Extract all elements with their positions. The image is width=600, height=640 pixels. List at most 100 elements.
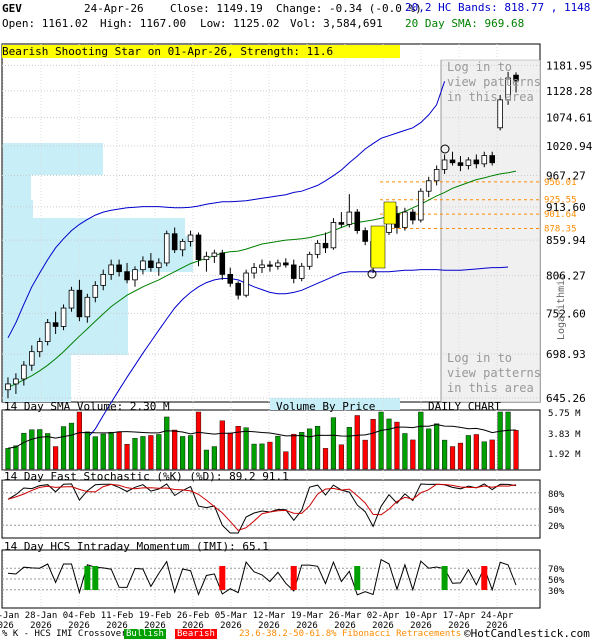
volume-bar bbox=[465, 435, 471, 470]
candle-body bbox=[410, 211, 416, 221]
candle bbox=[290, 259, 297, 284]
candle bbox=[275, 259, 281, 270]
crossover-marker bbox=[354, 566, 361, 590]
volume-by-price-label: Volume By Price bbox=[276, 400, 376, 413]
pattern-area bbox=[440, 59, 541, 403]
candle bbox=[298, 262, 305, 282]
volume-bar bbox=[100, 433, 106, 470]
time-tick-label: 19-Mar bbox=[291, 611, 324, 621]
stochastic-label: 14 Day Fast Stochastic (%K) (%D): 89.2 9… bbox=[4, 470, 289, 483]
candle-body bbox=[402, 211, 408, 228]
volume-by-price bbox=[3, 143, 400, 410]
price-tick-label: 859.94 bbox=[546, 234, 586, 247]
volume: Vol: 3,584,691 bbox=[290, 17, 383, 30]
candle bbox=[410, 209, 416, 225]
volume-bar bbox=[275, 435, 281, 470]
candle-body bbox=[36, 341, 43, 353]
volume-bar bbox=[172, 429, 178, 470]
candle-body bbox=[425, 180, 432, 192]
candle bbox=[203, 251, 210, 272]
volume-bar bbox=[481, 441, 487, 470]
candle-body bbox=[44, 322, 51, 342]
time-tick-label: 2026 bbox=[296, 621, 318, 631]
volume-bar bbox=[203, 449, 210, 470]
volume-bar bbox=[195, 411, 202, 470]
candle bbox=[497, 94, 503, 131]
price-tick-label: 645.26 bbox=[546, 392, 586, 405]
stochastic-d-line bbox=[7, 483, 517, 531]
candle bbox=[21, 361, 27, 386]
volume-tick-label: 1.92 M bbox=[548, 450, 581, 460]
stochastic-tick-label: 50% bbox=[548, 506, 565, 516]
candle bbox=[116, 259, 122, 277]
candle bbox=[473, 154, 480, 169]
candle-body bbox=[60, 307, 67, 327]
candle-body bbox=[251, 267, 257, 274]
candle-body bbox=[148, 260, 154, 269]
volume-bar bbox=[60, 426, 67, 470]
candle-body bbox=[211, 252, 218, 257]
volume-bar bbox=[283, 451, 289, 470]
volume-bar bbox=[45, 433, 51, 470]
time-tick-label: 02-Apr bbox=[367, 611, 400, 621]
bullish-badge: Bullish bbox=[124, 629, 166, 639]
candle bbox=[195, 232, 202, 267]
price-tick-label: 1181.95 bbox=[546, 59, 592, 72]
time-tick-label: 19-Feb bbox=[139, 611, 172, 621]
candle-body bbox=[179, 240, 186, 251]
volume-bar bbox=[116, 431, 122, 470]
candle bbox=[187, 230, 194, 247]
candle-body bbox=[52, 322, 59, 327]
volume-bar bbox=[53, 446, 59, 470]
crossover-marker bbox=[290, 566, 297, 590]
price-tick-label: 1128.28 bbox=[546, 85, 592, 98]
volume-bar bbox=[164, 416, 170, 470]
candle bbox=[219, 249, 226, 280]
fibonacci-label: 901.64 bbox=[544, 210, 577, 220]
candle-body bbox=[235, 282, 241, 296]
time-tick-label: 05-Mar bbox=[215, 611, 248, 621]
candle bbox=[52, 311, 59, 334]
sma-line bbox=[7, 170, 517, 388]
candle-body bbox=[354, 211, 361, 232]
candle-body bbox=[306, 253, 313, 267]
crossover-marker bbox=[92, 566, 99, 590]
volume-bar bbox=[513, 430, 519, 470]
candle-body bbox=[108, 264, 114, 275]
time-tick-label: 24-Apr bbox=[481, 611, 514, 621]
candle bbox=[433, 165, 440, 186]
high-price: High: 1167.00 bbox=[100, 17, 187, 30]
time-tick-label: 17-Apr bbox=[443, 611, 476, 621]
candle-body bbox=[92, 284, 99, 298]
volume-bar bbox=[68, 422, 75, 470]
candle bbox=[354, 209, 361, 234]
time-tick-label: 2026 bbox=[448, 621, 470, 631]
daily-chart-label: DAILY CHART bbox=[428, 400, 501, 413]
volume-bar bbox=[84, 431, 90, 470]
candle bbox=[84, 293, 91, 323]
pattern-marker bbox=[367, 269, 377, 279]
volume-bar bbox=[418, 411, 424, 470]
candle-body bbox=[116, 264, 122, 273]
candle-body bbox=[5, 383, 11, 391]
volume-bar bbox=[76, 411, 82, 470]
candle bbox=[481, 151, 488, 168]
volume-bar bbox=[434, 423, 440, 470]
volume-bar bbox=[251, 443, 257, 470]
volume-bar bbox=[235, 426, 241, 470]
volume-bar bbox=[227, 432, 233, 470]
candle bbox=[163, 230, 170, 267]
candle-body bbox=[124, 271, 130, 281]
volume-bar bbox=[402, 433, 408, 470]
candle-body bbox=[13, 378, 19, 385]
candle-body bbox=[473, 159, 480, 165]
candle bbox=[171, 227, 178, 254]
hc-bands-legend: 20,2 HC Bands: 818.77 , 1148 bbox=[405, 1, 591, 14]
time-tick-label: 12-Mar bbox=[253, 611, 286, 621]
pattern-highlight bbox=[383, 201, 397, 225]
time-tick-label: 2026 bbox=[258, 621, 280, 631]
volume-sma-line bbox=[7, 423, 517, 449]
volume-bar bbox=[132, 438, 138, 470]
open-price: Open: 1161.02 bbox=[2, 17, 89, 30]
candle-body bbox=[29, 351, 35, 366]
